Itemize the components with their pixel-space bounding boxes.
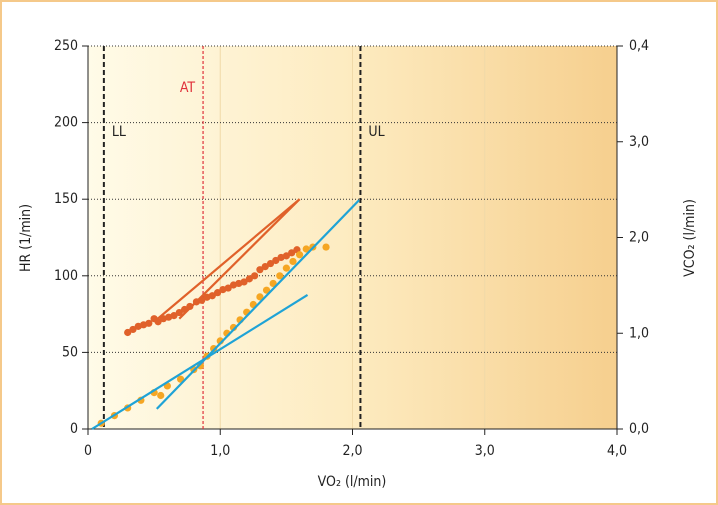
y2-tick-label: 0,0 [629, 421, 649, 437]
data-point [240, 278, 248, 286]
data-point [282, 264, 290, 272]
y2-axis-label: VCO₂ (l/min) [682, 199, 698, 277]
data-point [266, 259, 275, 268]
data-point [261, 263, 269, 271]
threshold-label: AT [180, 80, 196, 96]
data-point [256, 266, 264, 274]
y-tick-label: 50 [62, 344, 78, 360]
y2-tick-label: 3,0 [629, 134, 649, 150]
regression-line [178, 198, 301, 320]
data-point [214, 289, 222, 297]
x-axis-label: VO₂ (l/min) [318, 474, 387, 490]
y-tick-label: 150 [54, 191, 78, 207]
data-point [124, 328, 132, 337]
x-tick-label: 4,0 [607, 443, 627, 459]
data-point [157, 391, 165, 400]
y2-tick-label: 1,0 [629, 325, 649, 341]
threshold-label: UL [368, 124, 384, 140]
threshold-label: LL [112, 124, 126, 140]
x-tick-label: 0 [84, 443, 92, 459]
data-point [276, 272, 284, 280]
data-point [251, 272, 259, 280]
y-axis-label: HR (1/min) [18, 204, 34, 272]
data-point [262, 286, 271, 294]
x-tick-label: 3,0 [475, 443, 495, 459]
data-point [289, 257, 297, 266]
regression-line [155, 199, 360, 410]
data-point [245, 275, 253, 283]
regression-line [91, 294, 309, 430]
y-tick-label: 0 [70, 421, 78, 437]
data-point [296, 251, 304, 259]
y-tick-label: 250 [54, 38, 78, 54]
data-point [208, 292, 216, 300]
data-point [288, 249, 296, 257]
data-point [175, 308, 183, 317]
x-tick-label: 1,0 [210, 443, 230, 459]
data-point [302, 245, 310, 253]
y2-tick-label: 2,0 [629, 230, 649, 246]
data-point [224, 284, 232, 292]
data-point [186, 302, 194, 311]
data-point [282, 252, 290, 260]
data-point [210, 344, 218, 353]
y2-tick-label: 0,4 [629, 38, 649, 54]
data-point [322, 243, 330, 251]
data-point [196, 362, 205, 370]
y-tick-label: 200 [54, 115, 78, 131]
data-point [145, 319, 153, 327]
data-point [272, 256, 280, 265]
data-point [269, 279, 277, 288]
y-tick-label: 100 [54, 268, 78, 284]
data-point [129, 325, 137, 334]
data-point [256, 293, 264, 301]
data-point [170, 312, 178, 320]
regression-line [153, 198, 301, 323]
x-tick-label: 2,0 [342, 443, 362, 459]
